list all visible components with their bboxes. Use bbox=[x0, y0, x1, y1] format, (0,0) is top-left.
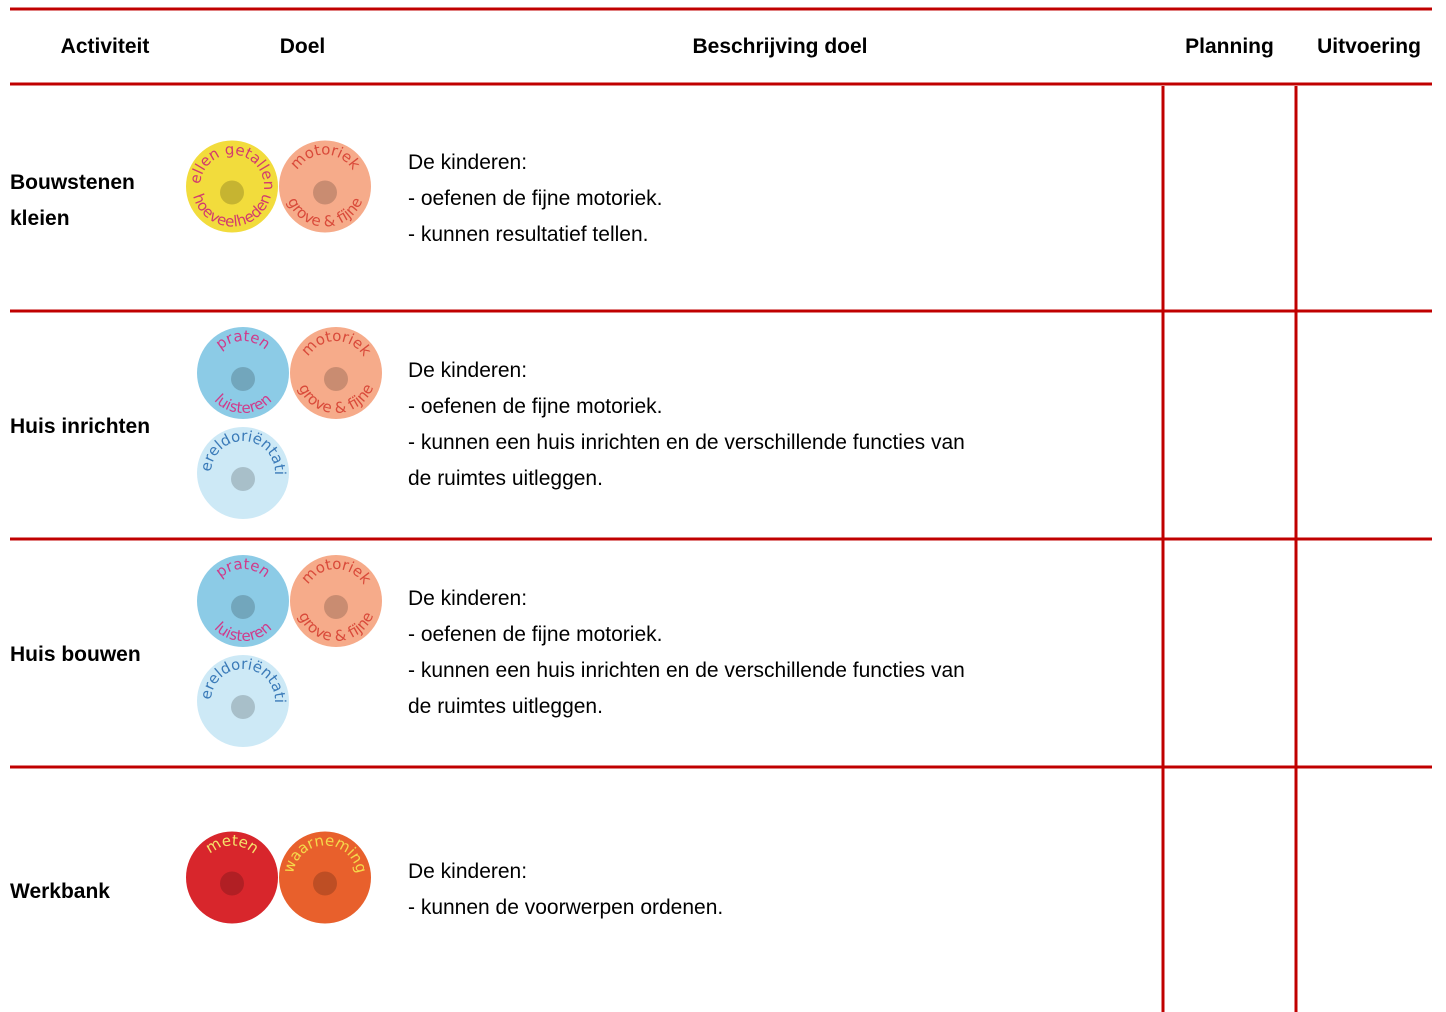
column-header: Doel bbox=[279, 35, 326, 58]
column-header: Uitvoering bbox=[1317, 35, 1421, 58]
icon-disc bbox=[290, 555, 382, 647]
icon-disc bbox=[279, 140, 371, 233]
description-line: De kinderen: bbox=[408, 859, 528, 883]
icon-emblem bbox=[220, 871, 244, 896]
activity: Huis bouwen bbox=[10, 643, 141, 666]
description-line: De kinderen: bbox=[408, 359, 528, 382]
icon-emblem bbox=[231, 467, 255, 491]
icon-disc bbox=[186, 831, 278, 924]
goal-icon: meten bbox=[186, 831, 278, 924]
icon-emblem bbox=[231, 695, 255, 719]
activity: Huis inrichten bbox=[10, 415, 151, 438]
icon-disc bbox=[197, 555, 289, 647]
description-line: - kunnen een huis inrichten en de versch… bbox=[408, 431, 965, 454]
goal-icon: waarneming bbox=[279, 831, 371, 924]
description-line: De kinderen: bbox=[408, 587, 528, 610]
icon-emblem bbox=[231, 595, 255, 619]
description-line: - oefenen de fijne motoriek. bbox=[408, 186, 663, 210]
icon-disc bbox=[197, 655, 289, 747]
description-line: - kunnen resultatief tellen. bbox=[408, 222, 649, 246]
icon-disc bbox=[186, 140, 278, 233]
activity: Bouwstenen kleien bbox=[10, 170, 135, 230]
description-line: - kunnen een huis inrichten en de versch… bbox=[408, 659, 965, 682]
icon-emblem bbox=[313, 871, 337, 896]
icon-emblem bbox=[324, 367, 348, 391]
icon-disc bbox=[279, 831, 371, 924]
description-line: De kinderen: bbox=[408, 150, 528, 174]
column-header: Planning bbox=[1185, 35, 1274, 58]
icon-emblem bbox=[313, 180, 337, 205]
description-line: de ruimtes uitleggen. bbox=[408, 695, 603, 718]
icon-emblem bbox=[324, 595, 348, 619]
description-line: - oefenen de fijne motoriek. bbox=[408, 395, 663, 418]
column-header: Beschrijving doel bbox=[692, 35, 868, 58]
icon-disc bbox=[197, 427, 289, 519]
column-header: Activiteit bbox=[60, 35, 150, 58]
icon-disc bbox=[290, 327, 382, 419]
icon-disc bbox=[197, 327, 289, 419]
icon-emblem bbox=[220, 180, 244, 205]
description-line: - oefenen de fijne motoriek. bbox=[408, 623, 663, 646]
description-line: - kunnen de voorwerpen ordenen. bbox=[408, 895, 724, 919]
description-line: de ruimtes uitleggen. bbox=[408, 467, 603, 490]
activity: Werkbank bbox=[10, 879, 110, 903]
icon-emblem bbox=[231, 367, 255, 391]
